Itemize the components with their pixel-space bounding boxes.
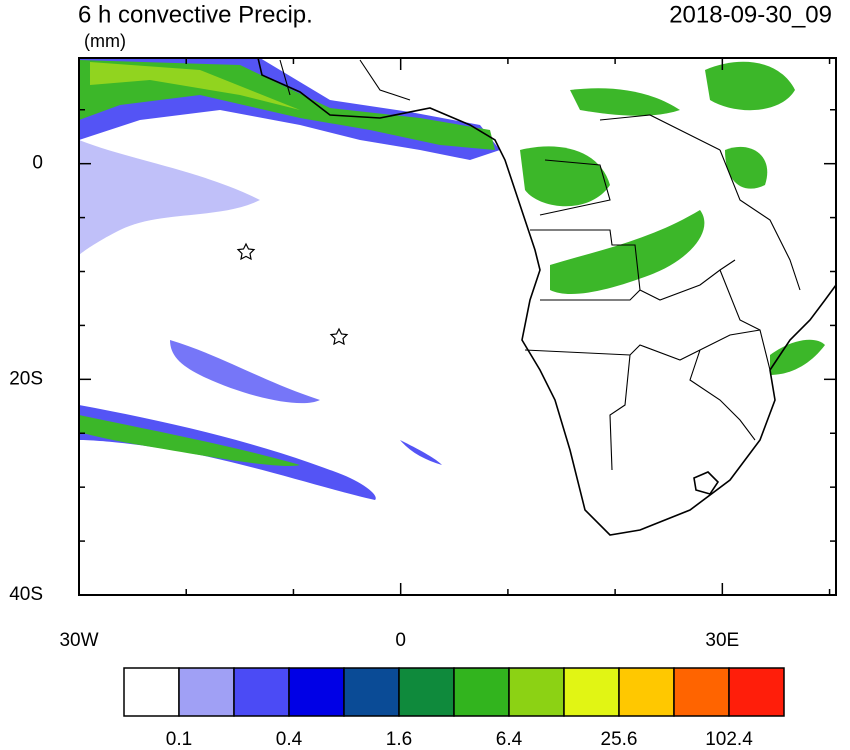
colorbar-box <box>178 667 235 717</box>
colorbar-box <box>233 667 290 717</box>
colorbar-label: 0.1 <box>166 729 192 750</box>
x-tick-label: 30E <box>705 630 739 651</box>
colorbar-label: 102.4 <box>705 729 753 750</box>
station-marker <box>329 327 349 346</box>
colorbar-box <box>728 667 785 717</box>
x-tick-label: 30W <box>59 630 98 651</box>
colorbar-label: 25.6 <box>601 729 638 750</box>
border <box>279 59 801 471</box>
colorbar-box <box>673 667 730 717</box>
date: 2018-09-30_09 <box>669 1 832 28</box>
colorbar-box <box>453 667 510 717</box>
colorbar-box <box>123 667 180 717</box>
colorbar-box <box>508 667 565 717</box>
colorbar: 0.1 0.4 1.6 6.4 25.6 102.4 <box>123 667 785 750</box>
colorbar-box <box>563 667 620 717</box>
ticks: 30W 0 30E 0 20S 40S <box>9 58 836 651</box>
colorbar-box <box>288 667 345 717</box>
station-marker <box>236 242 256 261</box>
coastline <box>693 471 720 495</box>
title: 6 h convective Precip. <box>78 1 313 28</box>
colorbar-box <box>618 667 675 717</box>
y-tick-label: 20S <box>9 368 43 389</box>
units: (mm) <box>84 31 126 51</box>
map-frame <box>78 57 837 596</box>
y-tick-label: 40S <box>9 584 43 605</box>
map-area <box>79 58 836 536</box>
colorbar-label: 1.6 <box>386 729 412 750</box>
colorbar-box <box>343 667 400 717</box>
precip-field <box>79 58 825 500</box>
coastline <box>257 58 836 536</box>
y-tick-label: 0 <box>32 153 43 174</box>
colorbar-label: 0.4 <box>276 729 303 750</box>
colorbar-box <box>398 667 455 717</box>
colorbar-label: 6.4 <box>496 729 523 750</box>
x-tick-label: 0 <box>395 630 406 651</box>
